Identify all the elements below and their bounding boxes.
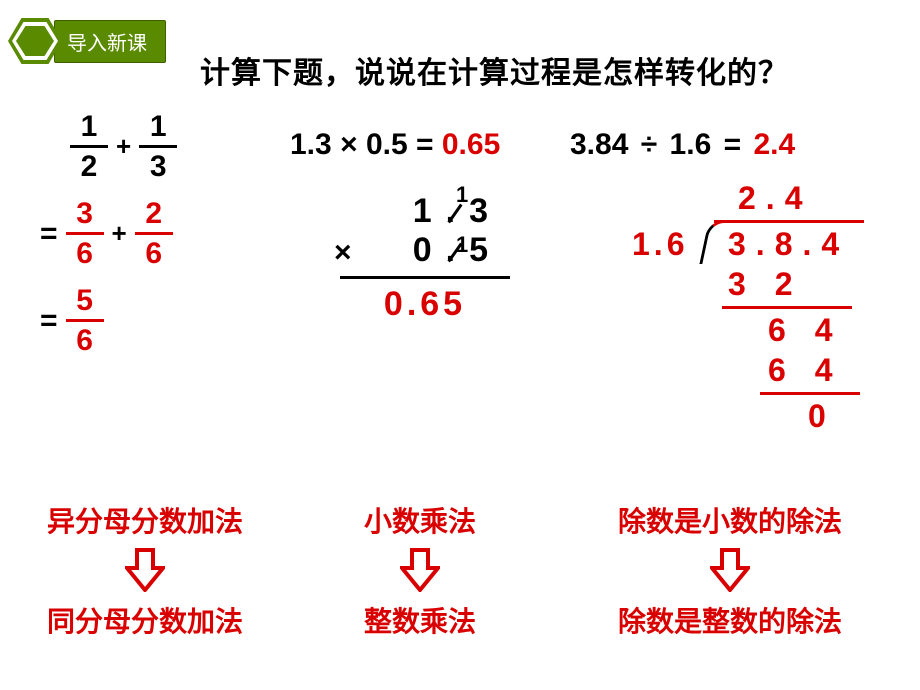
carry-mark: 1 <box>456 182 468 208</box>
equals: = <box>416 128 434 161</box>
frac-bar <box>135 232 173 235</box>
mult-row2: 0.5 <box>340 231 510 270</box>
digit: 0 <box>413 231 446 269</box>
divisor: 1.6 <box>632 226 688 263</box>
operand-a: 3.84 <box>570 128 628 161</box>
frac-1: 3 6 <box>66 197 104 270</box>
down-arrow-icon <box>710 548 750 592</box>
mult-product: 0.65 <box>340 285 510 324</box>
divide-op: ÷ <box>641 128 657 161</box>
denom: 2 <box>81 150 98 183</box>
label-col-2: 小数乘法 整数乘法 <box>290 500 550 640</box>
denom: 6 <box>145 237 162 270</box>
lesson-badge: 导入新课 <box>8 18 166 64</box>
digit: 1 <box>413 192 446 230</box>
label-col-1: 异分母分数加法 同分母分数加法 <box>20 500 270 640</box>
denom: 3 <box>150 150 167 183</box>
down-arrow-icon <box>400 548 440 592</box>
label-top: 异分母分数加法 <box>20 500 270 540</box>
fraction-original: 1 2 + 1 3 <box>70 110 270 183</box>
label-bottom: 整数乘法 <box>290 600 550 640</box>
numer: 1 <box>150 110 167 143</box>
fraction-column: 1 2 + 1 3 = 3 6 + 2 6 = 5 6 <box>40 110 270 371</box>
dividend: 3.8.4 <box>728 226 849 263</box>
numer: 5 <box>76 284 93 317</box>
numer: 3 <box>76 197 93 230</box>
carry-mark: 1 <box>456 232 468 258</box>
div-step3: 6 4 <box>768 352 842 389</box>
equals: = <box>40 304 58 338</box>
badge-label: 导入新课 <box>54 20 166 63</box>
div-step1: 3 2 <box>728 266 802 303</box>
mult-longform: 1.3 × 0.5 0.65 1 1 <box>340 192 510 324</box>
div-step4: 0 <box>808 398 836 435</box>
denom: 6 <box>76 237 93 270</box>
frac-bar <box>139 145 177 148</box>
div-rule <box>722 306 852 309</box>
frac-bar <box>66 232 104 235</box>
label-top: 除数是小数的除法 <box>560 500 900 540</box>
mult-expression: 1.3 × 0.5 = 0.65 <box>290 128 570 162</box>
mult-rule <box>340 276 510 279</box>
label-bottom: 除数是整数的除法 <box>560 600 900 640</box>
page-title: 计算下题，说说在计算过程是怎样转化的？ <box>200 48 789 92</box>
quotient: 2.4 <box>738 180 812 217</box>
frac-result: 5 6 <box>66 284 104 357</box>
div-expression: 3.84 ÷ 1.6 = 2.4 <box>570 128 900 162</box>
plus-op: + <box>116 131 131 162</box>
label-top: 小数乘法 <box>290 500 550 540</box>
fraction-step1: = 3 6 + 2 6 <box>40 197 270 270</box>
numer: 1 <box>81 110 98 143</box>
frac-2: 2 6 <box>135 197 173 270</box>
plus-op: + <box>112 218 127 249</box>
frac-bar <box>70 145 108 148</box>
frac-2: 1 3 <box>139 110 177 183</box>
frac-bar <box>66 319 104 322</box>
mult-row1: 1.3 <box>340 192 510 231</box>
equals: = <box>724 128 742 161</box>
denom: 6 <box>76 324 93 357</box>
digit: 3 <box>469 192 502 230</box>
multiplication-column: 1.3 × 0.5 = 0.65 1.3 × 0.5 0.65 1 1 <box>290 110 570 324</box>
equals: = <box>40 217 58 251</box>
digit: 5 <box>469 231 502 269</box>
division-column: 3.84 ÷ 1.6 = 2.4 2.4 1.6 3.8.4 3 2 6 4 6… <box>570 110 900 186</box>
operand-a: 1.3 <box>290 128 332 161</box>
operand-b: 1.6 <box>670 128 712 161</box>
down-arrow-icon <box>125 548 165 592</box>
div-step2: 6 4 <box>768 312 842 349</box>
frac-1: 1 2 <box>70 110 108 183</box>
times-op: × <box>340 128 358 161</box>
result: 2.4 <box>753 128 795 161</box>
times-sign: × <box>334 236 352 270</box>
label-col-3: 除数是小数的除法 除数是整数的除法 <box>560 500 900 640</box>
fraction-step2: = 5 6 <box>40 284 270 357</box>
div-rule <box>760 392 860 395</box>
result: 0.65 <box>442 128 500 161</box>
numer: 2 <box>145 197 162 230</box>
label-bottom: 同分母分数加法 <box>20 600 270 640</box>
operand-b: 0.5 <box>366 128 408 161</box>
